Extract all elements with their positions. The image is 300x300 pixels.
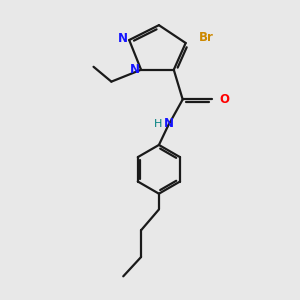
Text: O: O bbox=[219, 93, 229, 106]
Text: N: N bbox=[164, 117, 173, 130]
Text: N: N bbox=[118, 32, 128, 45]
Text: N: N bbox=[130, 63, 140, 76]
Text: H: H bbox=[154, 119, 163, 129]
Text: Br: Br bbox=[199, 31, 214, 44]
